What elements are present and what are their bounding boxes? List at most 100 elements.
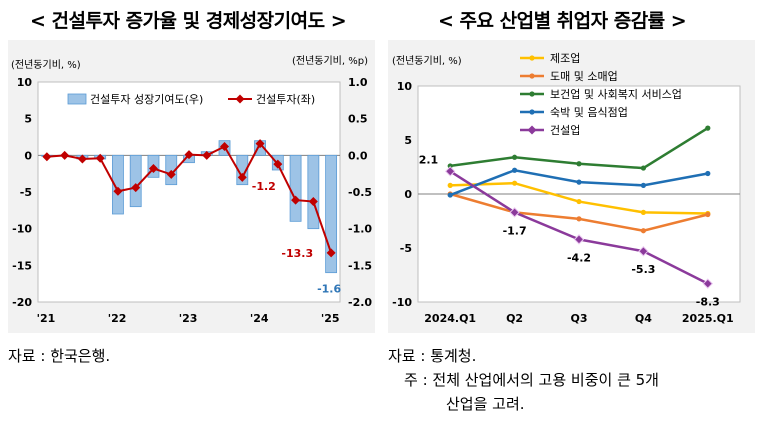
contribution-bar [112,154,124,215]
legend-marker [529,109,535,115]
right-note-line1: 주 : 전체 산업에서의 고용 비중이 큰 5개 [404,371,659,389]
left-y-tick-label: -15 [12,259,32,272]
contribution-bar [236,154,249,186]
left-source-text: 자료 : 한국은행. [8,347,111,365]
x-tick-label: 2025.Q1 [682,312,734,325]
investment-point [166,169,176,179]
x-tick-label: Q4 [635,312,652,325]
y-axis-unit: (전년동기비, %) [392,55,462,67]
right-y-tick-label: -2.0 [348,296,372,309]
series-point [573,234,585,245]
legend-marker [527,125,537,135]
right-chart-title: < 주요 산업별 취업자 증감률 > [438,10,687,32]
x-tick-label: '25 [321,312,340,325]
legend-marker [529,73,535,79]
left-axis-unit: (전년동기비, %) [11,59,81,71]
legend-marker [529,91,535,97]
series-point [512,167,518,173]
right-y-tick-label: -0.5 [348,186,372,199]
investment-point [291,195,301,205]
legend-bar-swatch [67,93,87,105]
plot-area [37,81,341,303]
x-tick-label: '21 [37,312,56,325]
data-label: -1.7 [503,224,527,237]
investment-point [95,153,105,163]
y-tick-label: 10 [397,80,413,93]
x-tick-label: Q3 [570,312,587,325]
data-label: -5.3 [631,263,655,276]
series-point [447,163,453,169]
y-tick-label: -5 [400,242,412,255]
investment-point [131,183,141,193]
right-y-tick-label: -1.5 [348,259,372,272]
investment-point [113,186,123,196]
right-y-tick-label: -1.0 [348,223,372,236]
y-tick-label: 0 [404,188,412,201]
investment-point [202,150,212,160]
legend-marker [529,55,535,61]
data-label: 2.1 [419,153,439,166]
investment-point [273,159,283,169]
series-point [705,170,711,177]
legend-label: 도매 및 소매업 [550,70,618,83]
y-tick-label: -10 [392,296,412,309]
investment-point [60,150,70,160]
legend-line-label: 건설투자(좌) [256,93,315,106]
contribution-bar [129,154,142,208]
series-point [705,125,711,131]
investment-point [77,154,87,164]
right-axis-unit: (전년동기비, %p) [292,55,368,67]
series-point [640,165,646,171]
contribution-bar [289,154,302,222]
series-point [447,182,453,188]
investment-point [237,172,247,182]
right-chart-svg: (전년동기비, %) 10 5 0 -5 -10 2024.Q1 Q2 Q3 Q4 2025.Q1 제… [392,52,741,325]
series-point [640,228,646,234]
investment-point [308,197,318,207]
data-label: -1.6 [317,283,341,296]
x-tick-label: '23 [179,312,198,325]
series-point [705,211,711,218]
data-label: -13.3 [281,247,313,260]
legend-label: 건설업 [550,124,580,137]
left-chart-panel: (전년동기비, %) (전년동기비, %p) 10 5 0 -5 -10 -15 -20 1.0 0… [8,40,375,333]
x-tick-label: '24 [250,312,269,325]
legend-label: 숙박 및 음식점업 [550,106,628,119]
series-point [640,209,646,215]
investment-point [220,142,230,152]
y-tick-label: 5 [404,134,412,147]
series-point [576,161,582,167]
data-label: -1.2 [252,180,276,193]
data-label: -4.2 [567,251,591,264]
left-y-tick-label: 5 [24,113,32,126]
legend-label: 보건업 및 사회복지 서비스업 [550,88,682,101]
left-y-tick-label: -20 [12,296,32,309]
investment-point [326,248,336,258]
left-y-tick-label: -10 [12,223,32,236]
investment-point [148,164,158,174]
investment-point [184,150,194,160]
series-point [512,154,518,160]
left-chart-svg: (전년동기비, %) (전년동기비, %p) 10 5 0 -5 -10 -15 -20 1.0 0… [11,55,372,325]
contribution-bar [325,154,338,274]
legend-label: 제조업 [550,52,580,65]
right-chart-panel: (전년동기비, %) 10 5 0 -5 -10 2024.Q1 Q2 Q3 Q4 2025.Q1 제… [388,40,755,333]
right-note-line2: 산업을 고려. [446,395,525,413]
series-point [512,180,518,186]
series-point [447,192,453,198]
x-tick-label: '22 [108,312,127,325]
x-tick-label: Q2 [506,312,523,325]
left-y-tick-label: 10 [17,76,33,89]
data-label: -8.3 [696,296,720,309]
left-chart-title: < 건설투자 증가율 및 경제성장기여도 > [30,10,347,32]
right-y-tick-label: 0.5 [348,113,368,126]
series-point [576,179,582,185]
series-point [638,246,649,257]
right-y-tick-label: 1.0 [348,76,368,89]
right-source-text: 자료 : 통계청. [388,347,477,365]
series-point [702,278,714,289]
left-y-tick-label: -5 [20,186,32,199]
series-point [444,166,456,177]
legend-bar-label: 건설투자 성장기여도(우) [90,93,203,106]
x-tick-label: 2024.Q1 [424,312,476,325]
